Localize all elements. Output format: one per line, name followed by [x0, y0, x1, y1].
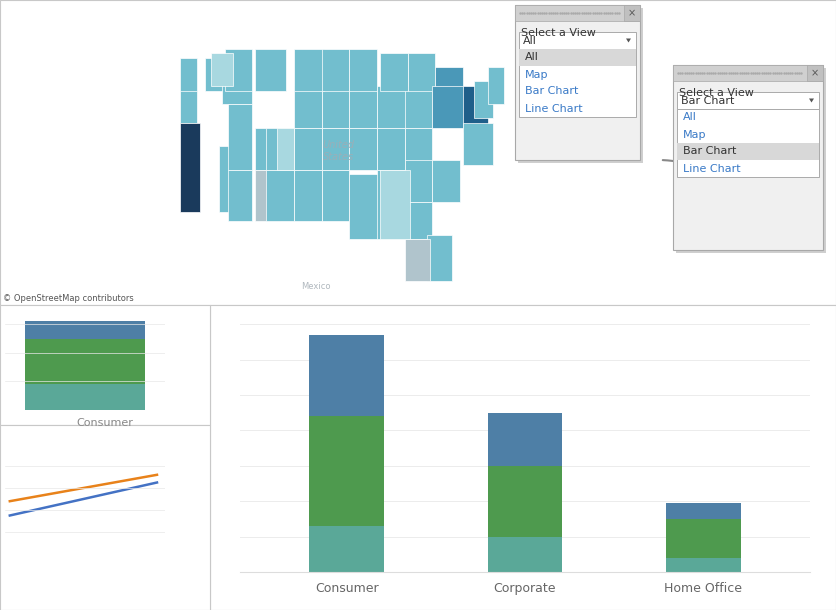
Bar: [665, 558, 741, 572]
Bar: [677, 143, 819, 160]
Bar: [322, 170, 349, 221]
Bar: [349, 127, 377, 170]
Bar: [665, 519, 741, 558]
Bar: [349, 86, 377, 127]
Text: Map: Map: [525, 70, 548, 79]
Bar: [25, 339, 145, 384]
Bar: [225, 49, 252, 90]
Bar: [309, 526, 385, 572]
Bar: [181, 58, 197, 90]
Bar: [487, 412, 563, 466]
Polygon shape: [809, 98, 814, 102]
Bar: [427, 235, 451, 281]
Text: Map: Map: [683, 129, 706, 140]
Bar: [436, 67, 463, 109]
Bar: [349, 174, 380, 240]
Text: United
States: United States: [322, 140, 354, 162]
Bar: [0, 425, 210, 610]
Text: © OpenStreetMap contributors: © OpenStreetMap contributors: [3, 294, 134, 303]
Bar: [206, 58, 233, 90]
Bar: [677, 92, 819, 109]
Bar: [487, 466, 563, 537]
Text: ×: ×: [628, 8, 636, 18]
Bar: [673, 65, 823, 250]
Bar: [322, 49, 349, 90]
Bar: [519, 49, 636, 66]
Bar: [255, 127, 280, 170]
Bar: [222, 63, 252, 104]
Bar: [624, 5, 640, 21]
Bar: [405, 240, 430, 281]
Bar: [377, 170, 407, 240]
Bar: [432, 160, 460, 203]
Text: All: All: [523, 35, 537, 46]
Bar: [0, 305, 210, 425]
Bar: [349, 49, 377, 90]
Bar: [25, 321, 145, 339]
Text: Line Chart: Line Chart: [683, 163, 741, 173]
Bar: [405, 86, 432, 127]
Text: Consumer: Consumer: [77, 418, 134, 428]
Bar: [294, 86, 322, 127]
Bar: [181, 63, 197, 123]
Bar: [487, 537, 563, 572]
Bar: [322, 127, 349, 170]
Bar: [255, 170, 280, 221]
Bar: [380, 53, 407, 90]
Polygon shape: [626, 38, 631, 43]
Bar: [519, 32, 636, 49]
Bar: [807, 65, 823, 81]
Text: Select a View: Select a View: [679, 88, 754, 98]
Bar: [377, 86, 407, 127]
Bar: [677, 109, 819, 177]
Text: Bar Chart: Bar Chart: [683, 146, 737, 157]
Bar: [488, 67, 504, 104]
Bar: [0, 0, 836, 305]
Bar: [267, 127, 294, 170]
Text: Bar Chart: Bar Chart: [681, 96, 734, 106]
Bar: [309, 416, 385, 526]
Bar: [25, 384, 145, 410]
Bar: [227, 104, 252, 170]
Bar: [294, 127, 322, 170]
Bar: [432, 86, 466, 127]
Bar: [474, 81, 493, 118]
Bar: [227, 170, 252, 221]
Bar: [267, 170, 294, 221]
Bar: [463, 86, 488, 132]
Text: Select a View: Select a View: [521, 28, 596, 38]
Bar: [278, 127, 294, 170]
Bar: [377, 127, 405, 170]
Text: Mexico: Mexico: [302, 282, 331, 290]
Bar: [673, 65, 823, 81]
Text: ×: ×: [811, 68, 819, 78]
Text: Line Chart: Line Chart: [525, 104, 583, 113]
Bar: [219, 146, 230, 212]
Bar: [405, 127, 432, 170]
Bar: [519, 49, 636, 117]
Text: All: All: [525, 52, 539, 62]
Text: All: All: [683, 112, 697, 123]
Bar: [210, 305, 836, 610]
Bar: [294, 170, 322, 221]
Bar: [405, 160, 432, 203]
Bar: [676, 68, 826, 253]
Bar: [309, 335, 385, 416]
Bar: [665, 503, 741, 519]
Text: Bar Chart: Bar Chart: [525, 87, 579, 96]
Bar: [518, 8, 643, 163]
Bar: [407, 53, 436, 90]
Bar: [211, 53, 233, 86]
Bar: [515, 5, 640, 160]
Bar: [463, 123, 493, 165]
Bar: [322, 86, 349, 127]
Bar: [405, 203, 432, 240]
Bar: [255, 49, 286, 90]
Bar: [380, 170, 410, 240]
Bar: [515, 5, 640, 21]
Bar: [294, 49, 324, 90]
Bar: [181, 123, 200, 212]
